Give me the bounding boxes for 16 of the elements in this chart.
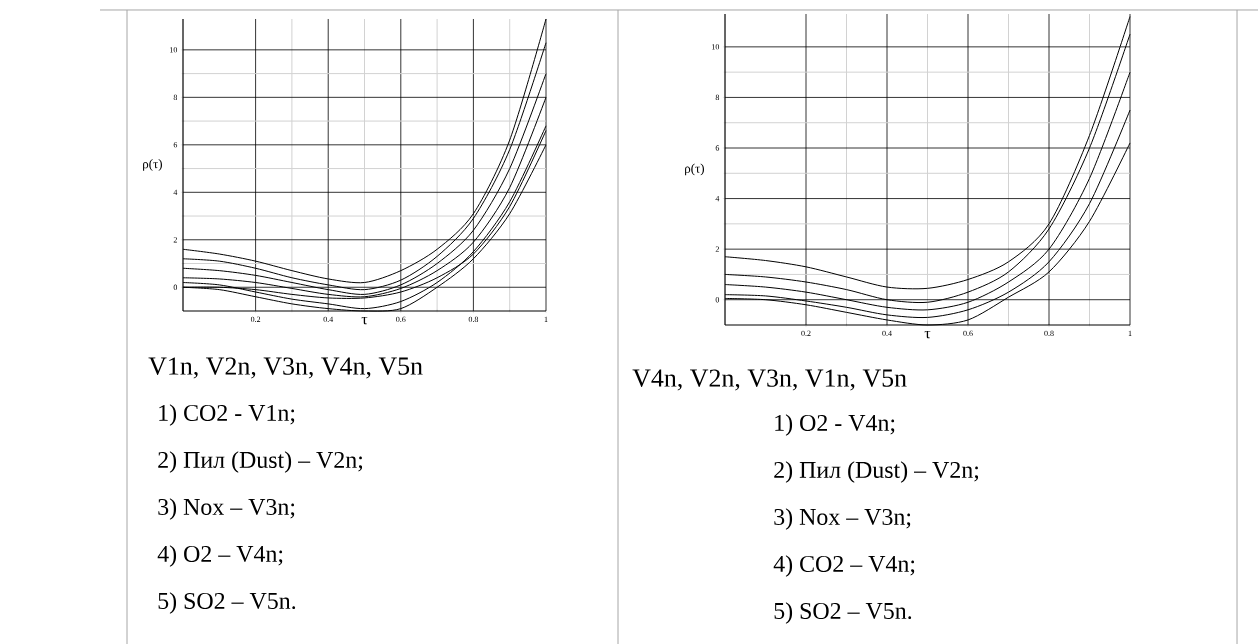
text: 3) Nox – V3n;: [774, 508, 911, 530]
text: V1n, V2n, V3n, V4n, V5n: [148, 357, 423, 379]
x-axis-title: τ: [924, 330, 931, 339]
text: 2) Пил (Dust) – V2n;: [774, 461, 979, 483]
text: 4) O2 – V4n;: [157, 545, 283, 567]
text: 1) CO2 - V1n;: [159, 404, 295, 426]
text: 1) O2 - V4n;: [775, 414, 895, 436]
text: 5) SO2 – V5n.: [158, 592, 296, 614]
text: V4n, V2n, V3n, V1n, V5n: [632, 369, 907, 391]
text: 4) CO2 – V4n;: [773, 555, 915, 577]
text: 2) Пил (Dust) – V2n;: [158, 451, 363, 473]
x-axis-title: τ: [361, 316, 368, 325]
y-axis-title: ρ(τ): [685, 163, 704, 176]
text: 3) Nox – V3n;: [158, 498, 295, 520]
y-axis-title: ρ(τ): [143, 159, 162, 171]
text: 5) SO2 – V5n.: [774, 602, 912, 624]
